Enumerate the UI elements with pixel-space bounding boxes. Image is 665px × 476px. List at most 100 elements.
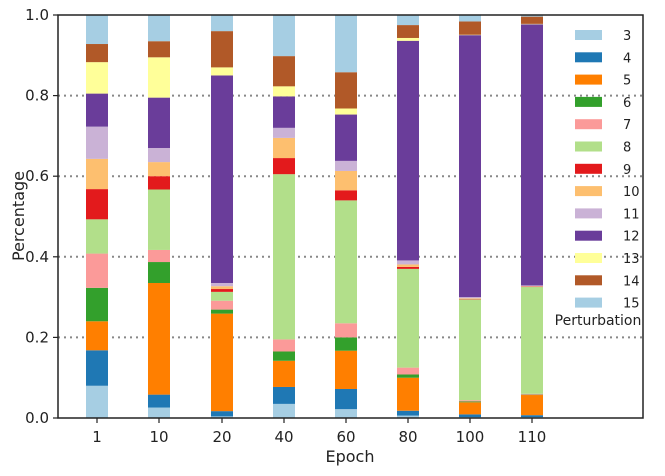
bar-segment-epoch-80-p10 xyxy=(397,264,419,267)
bar-segment-epoch-80-p13 xyxy=(397,37,419,41)
bar-segment-epoch-20-p13 xyxy=(211,67,233,76)
y-tick-label-0.6: 0.6 xyxy=(25,167,49,185)
bar-segment-epoch-40-p5 xyxy=(273,360,295,387)
bar-segment-epoch-10-p4 xyxy=(148,394,170,408)
bar-segment-epoch-10-p10 xyxy=(148,162,170,177)
legend-label-12: 12 xyxy=(623,230,640,245)
bar-segment-epoch-110-p5 xyxy=(521,395,543,416)
x-tick-label-10: 10 xyxy=(149,428,168,446)
bar-segment-epoch-40-p13 xyxy=(273,86,295,97)
bar-segment-epoch-40-p14 xyxy=(273,56,295,87)
legend-swatch-8 xyxy=(575,141,602,152)
bar-segment-epoch-1-p15 xyxy=(86,15,108,45)
bar-segment-epoch-60-p9 xyxy=(335,190,357,201)
legend-label-3: 3 xyxy=(623,29,631,44)
bar-segment-epoch-60-p10 xyxy=(335,170,357,191)
bar-segment-epoch-10-p8 xyxy=(148,189,170,250)
bar-segment-epoch-1-p9 xyxy=(86,189,108,220)
y-tick-label-1.0: 1.0 xyxy=(25,6,49,24)
bar-segment-epoch-20-p4 xyxy=(211,411,233,417)
bar-segment-epoch-20-p7 xyxy=(211,300,233,310)
bar-segment-epoch-60-p15 xyxy=(335,15,357,73)
x-tick-label-60: 60 xyxy=(336,428,355,446)
y-tick-label-0.4: 0.4 xyxy=(25,248,49,266)
bar-segment-epoch-20-p12 xyxy=(211,75,233,283)
bar-segment-epoch-80-p12 xyxy=(397,40,419,261)
x-tick-label-20: 20 xyxy=(212,428,231,446)
bar-segment-epoch-110-p15 xyxy=(521,15,543,17)
legend-label-13: 13 xyxy=(623,252,640,267)
bar-segment-epoch-100-p8 xyxy=(459,299,481,401)
bar-segment-epoch-20-p15 xyxy=(211,15,233,32)
bar-segment-epoch-40-p3 xyxy=(273,403,295,418)
bar-segment-epoch-60-p5 xyxy=(335,350,357,389)
bar-segment-epoch-100-p4 xyxy=(459,414,481,418)
bar-segment-epoch-80-p8 xyxy=(397,268,419,368)
bar-segment-epoch-60-p12 xyxy=(335,114,357,161)
bar-segment-epoch-20-p10 xyxy=(211,286,233,290)
legend-swatch-9 xyxy=(575,163,602,174)
bar-segment-epoch-100-p10 xyxy=(459,298,481,300)
bar-segment-epoch-40-p12 xyxy=(273,96,295,128)
bar-segment-epoch-40-p10 xyxy=(273,137,295,159)
bar-segment-epoch-110-p7 xyxy=(521,393,543,395)
legend-label-7: 7 xyxy=(623,118,631,133)
bar-segment-epoch-80-p14 xyxy=(397,25,419,38)
bar-segment-epoch-10-p5 xyxy=(148,282,170,395)
bar-segment-epoch-10-p14 xyxy=(148,41,170,58)
bar-segment-epoch-20-p11 xyxy=(211,282,233,287)
bar-segment-epoch-1-p13 xyxy=(86,62,108,94)
plot-frame xyxy=(57,14,644,419)
bar-segment-epoch-60-p11 xyxy=(335,160,357,171)
bar-segment-epoch-100-p5 xyxy=(459,402,481,415)
bar-segment-epoch-80-p5 xyxy=(397,377,419,411)
legend-label-14: 14 xyxy=(623,274,640,289)
bar-segment-epoch-10-p15 xyxy=(148,15,170,42)
bar-segment-epoch-110-p8 xyxy=(521,287,543,394)
legend-swatch-15 xyxy=(575,297,602,308)
bar-segment-epoch-40-p9 xyxy=(273,158,295,175)
bar-segment-epoch-40-p11 xyxy=(273,127,295,138)
bar-segment-epoch-110-p14 xyxy=(521,16,543,24)
legend-label-11: 11 xyxy=(623,207,640,222)
bar-segment-epoch-1-p8 xyxy=(86,219,108,254)
legend-swatch-4 xyxy=(575,52,602,63)
bar-segment-epoch-110-p11 xyxy=(521,285,543,287)
x-tick-label-110: 110 xyxy=(518,428,547,446)
bar-segment-epoch-100-p15 xyxy=(459,15,481,22)
bar-segment-epoch-10-p3 xyxy=(148,407,170,418)
legend-swatch-10 xyxy=(575,186,602,197)
legend-swatch-6 xyxy=(575,96,602,107)
legend: 3 4 5 6 7 8 9 10 11 12 13 14 15 xyxy=(575,29,640,312)
bar-segment-epoch-40-p7 xyxy=(273,339,295,352)
legend-label-6: 6 xyxy=(623,96,631,111)
y-axis-title: Percentage xyxy=(9,171,28,261)
bar-segment-epoch-10-p7 xyxy=(148,249,170,263)
bar-segment-epoch-20-p6 xyxy=(211,309,233,314)
bar-segment-epoch-80-p6 xyxy=(397,374,419,378)
legend-swatch-14 xyxy=(575,275,602,286)
bar-segment-epoch-20-p14 xyxy=(211,31,233,68)
bar-segment-epoch-20-p5 xyxy=(211,313,233,412)
bars xyxy=(86,15,543,418)
bar-segment-epoch-10-p6 xyxy=(148,262,170,283)
bar-segment-epoch-1-p12 xyxy=(86,93,108,127)
bar-segment-epoch-1-p3 xyxy=(86,385,108,418)
bar-segment-epoch-110-p4 xyxy=(521,415,543,418)
legend-label-4: 4 xyxy=(623,51,631,66)
y-tick-label-0.8: 0.8 xyxy=(25,87,49,105)
bar-segment-epoch-20-p8 xyxy=(211,291,233,301)
legend-swatch-13 xyxy=(575,253,602,263)
bar-segment-epoch-40-p8 xyxy=(273,174,295,340)
bar-segment-epoch-60-p6 xyxy=(335,337,357,351)
legend-title: Perturbation xyxy=(555,313,642,329)
bar-segment-epoch-100-p14 xyxy=(459,21,481,35)
bar-segment-epoch-40-p15 xyxy=(273,15,295,57)
bar-segment-epoch-20-p9 xyxy=(211,289,233,292)
legend-label-10: 10 xyxy=(623,185,640,200)
bar-segment-epoch-40-p4 xyxy=(273,386,295,404)
legend-swatch-12 xyxy=(575,230,602,241)
bar-segment-epoch-60-p7 xyxy=(335,323,357,338)
x-tick-label-80: 80 xyxy=(398,428,417,446)
legend-swatch-7 xyxy=(575,119,602,130)
